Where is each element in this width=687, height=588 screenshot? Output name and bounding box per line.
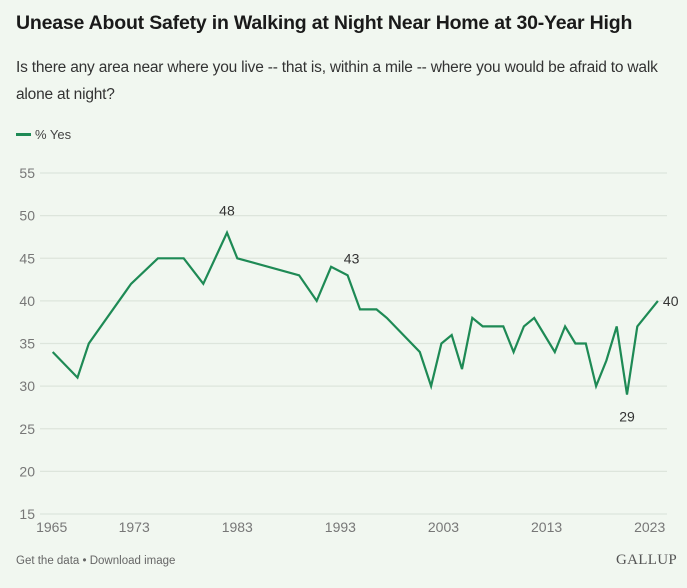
series-layer bbox=[51, 229, 659, 395]
x-tick-label: 1993 bbox=[325, 519, 356, 535]
x-tick-label: 2023 bbox=[634, 519, 665, 535]
data-label: 43 bbox=[344, 250, 360, 266]
data-label: 29 bbox=[619, 409, 635, 425]
y-tick-label: 55 bbox=[19, 165, 35, 181]
x-tick-label: 2003 bbox=[428, 519, 459, 535]
chart-title: Unease About Safety in Walking at Night … bbox=[16, 12, 633, 34]
series-line-yes bbox=[51, 229, 659, 395]
x-tick-label: 1965 bbox=[36, 519, 67, 535]
data-label: 40 bbox=[663, 293, 679, 309]
y-tick-label: 35 bbox=[19, 336, 35, 352]
gridlines bbox=[40, 172, 667, 515]
y-tick-label: 30 bbox=[19, 378, 35, 394]
legend-label: % Yes bbox=[35, 127, 72, 142]
x-tick-label: 1983 bbox=[222, 519, 253, 535]
y-tick-label: 20 bbox=[19, 463, 35, 479]
annotations: 48 43 29 40 bbox=[219, 203, 679, 425]
x-axis-ticks: 1965 1973 1983 1993 2003 2013 2023 bbox=[36, 519, 665, 535]
y-tick-label: 15 bbox=[19, 506, 35, 522]
gallup-logo: GALLUP bbox=[616, 552, 677, 568]
get-data-link[interactable]: Get the data bbox=[16, 555, 80, 567]
download-image-link[interactable]: Download image bbox=[89, 555, 176, 567]
legend-swatch bbox=[16, 133, 31, 136]
y-axis-ticks: 15 20 25 30 35 40 45 50 55 bbox=[19, 165, 35, 522]
y-tick-label: 45 bbox=[19, 250, 35, 266]
chart-subtitle: Is there any area near where you live --… bbox=[16, 59, 658, 103]
y-tick-label: 50 bbox=[19, 208, 35, 224]
y-tick-label: 25 bbox=[19, 421, 35, 437]
x-tick-label: 1973 bbox=[119, 519, 150, 535]
footer-separator: • bbox=[82, 555, 87, 567]
x-tick-label: 2013 bbox=[531, 519, 562, 535]
legend: % Yes bbox=[16, 127, 71, 142]
footer: Get the data • Download image bbox=[16, 555, 175, 567]
y-tick-label: 40 bbox=[19, 293, 35, 309]
data-label: 48 bbox=[219, 203, 235, 219]
